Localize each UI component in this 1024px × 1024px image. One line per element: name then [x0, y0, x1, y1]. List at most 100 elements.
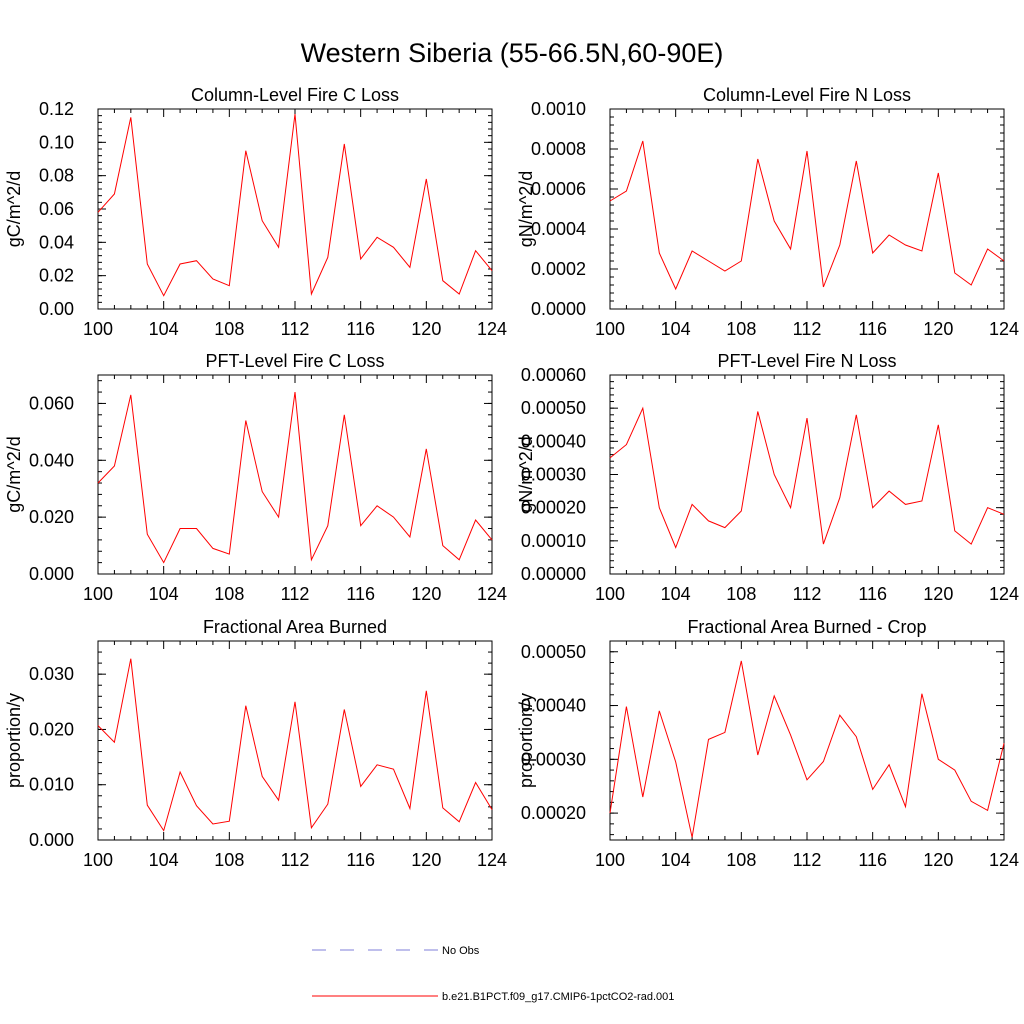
- x-tick-label: 120: [411, 319, 441, 339]
- x-tick-label: 112: [793, 850, 822, 870]
- y-axis-label: gC/m^2/d: [4, 171, 24, 247]
- x-tick-label: 100: [83, 584, 113, 604]
- x-tick-label: 100: [83, 850, 113, 870]
- x-tick-label: 124: [989, 850, 1019, 870]
- x-tick-label: 108: [726, 850, 756, 870]
- panel-title: Column-Level Fire N Loss: [703, 85, 911, 105]
- y-tick-label: 0.060: [29, 393, 74, 413]
- panel-fractional-area-burned-crop: Fractional Area Burned - Crop proportion/…: [516, 617, 1019, 870]
- panel-pft-fire-c-loss: PFT-Level Fire C Loss gC/m^2/d 100 104 108 11…: [4, 351, 507, 604]
- y-tick-label: 0.00010: [521, 531, 586, 551]
- y-tick-label: 0.12: [39, 99, 74, 119]
- x-tick-label: 100: [595, 319, 625, 339]
- x-tick-label: 112: [793, 584, 822, 604]
- y-axis-label: proportion/y: [4, 693, 24, 788]
- figure-title: Western Siberia (55-66.5N,60-90E): [301, 38, 724, 68]
- legend: No Obs b.e21.B1PCT.f09_g17.CMIP6-1pctCO2…: [312, 945, 674, 1003]
- x-tick-label: 120: [411, 850, 441, 870]
- panel-column-fire-c-loss: Column-Level Fire C Loss gC/m^2/d 100 104 10…: [4, 85, 507, 339]
- series-line: [97, 658, 493, 832]
- x-tick-label: 112: [281, 850, 310, 870]
- x-tick-label: 120: [923, 319, 953, 339]
- x-tick-label: 112: [793, 319, 822, 339]
- plot-frame: [97, 108, 493, 310]
- x-tick-label: 108: [726, 584, 756, 604]
- y-axis-label: gN/m^2/d: [516, 171, 536, 247]
- y-tick-label: 0.0002: [531, 259, 586, 279]
- x-tick-label: 112: [281, 319, 310, 339]
- x-tick-label: 116: [346, 850, 375, 870]
- panel-title: Column-Level Fire C Loss: [191, 85, 399, 105]
- legend-label-model: b.e21.B1PCT.f09_g17.CMIP6-1pctCO2-rad.00…: [442, 991, 674, 1003]
- y-tick-label: 0.04: [39, 232, 74, 252]
- y-tick-label: 0.00040: [521, 696, 586, 716]
- series-line: [609, 660, 1005, 838]
- y-tick-label: 0.06: [39, 199, 74, 219]
- y-tick-label: 0.00040: [521, 431, 586, 451]
- panel-column-fire-n-loss: Column-Level Fire N Loss gN/m^2/d 100 104 10…: [516, 85, 1019, 339]
- x-tick-label: 124: [477, 319, 507, 339]
- y-tick-label: 0.0010: [531, 99, 586, 119]
- panel-title: Fractional Area Burned - Crop: [687, 617, 926, 637]
- x-tick-label: 116: [858, 850, 887, 870]
- x-tick-label: 100: [595, 584, 625, 604]
- y-tick-label: 0.10: [39, 132, 74, 152]
- panel-title: PFT-Level Fire N Loss: [717, 351, 896, 371]
- y-tick-label: 0.020: [29, 507, 74, 527]
- y-tick-label: 0.00050: [521, 642, 586, 662]
- panels: Column-Level Fire C Loss gC/m^2/d 100 104 10…: [4, 85, 1019, 870]
- x-tick-label: 108: [726, 319, 756, 339]
- x-tick-label: 120: [923, 584, 953, 604]
- legend-label-no-obs: No Obs: [442, 945, 480, 957]
- panel-fractional-area-burned: Fractional Area Burned proportion/y 100 104…: [4, 617, 507, 870]
- x-tick-label: 120: [411, 584, 441, 604]
- y-tick-label: 0.020: [29, 719, 74, 739]
- x-tick-label: 104: [661, 584, 691, 604]
- y-tick-label: 0.00: [39, 299, 74, 319]
- y-tick-label: 0.000: [29, 830, 74, 850]
- y-tick-label: 0.0000: [531, 299, 586, 319]
- y-tick-label: 0.00050: [521, 398, 586, 418]
- x-tick-label: 104: [661, 850, 691, 870]
- plot-frame: [609, 108, 1005, 310]
- x-tick-label: 104: [661, 319, 691, 339]
- x-tick-label: 124: [989, 584, 1019, 604]
- x-tick-label: 124: [477, 850, 507, 870]
- y-tick-label: 0.02: [39, 266, 74, 286]
- plot-frame: [97, 374, 493, 575]
- x-tick-label: 120: [923, 850, 953, 870]
- y-tick-label: 0.00030: [521, 465, 586, 485]
- y-axis-label: gN/m^2/d: [516, 436, 536, 512]
- x-tick-label: 116: [346, 319, 375, 339]
- x-tick-label: 108: [214, 584, 244, 604]
- series-line: [97, 113, 493, 297]
- x-tick-label: 124: [989, 319, 1019, 339]
- x-tick-label: 108: [214, 850, 244, 870]
- y-axis-label: proportion/y: [516, 693, 536, 788]
- series-line: [609, 406, 1005, 549]
- x-tick-label: 104: [149, 850, 179, 870]
- x-tick-label: 100: [83, 319, 113, 339]
- panel-pft-fire-n-loss: PFT-Level Fire N Loss gN/m^2/d 100 104 108 11…: [516, 351, 1019, 604]
- x-tick-label: 108: [214, 319, 244, 339]
- x-tick-label: 116: [858, 319, 887, 339]
- y-tick-label: 0.040: [29, 450, 74, 470]
- y-tick-label: 0.000: [29, 564, 74, 584]
- y-tick-label: 0.030: [29, 664, 74, 684]
- y-tick-label: 0.0008: [531, 139, 586, 159]
- x-tick-label: 104: [149, 584, 179, 604]
- x-tick-label: 116: [346, 584, 375, 604]
- y-tick-label: 0.010: [29, 775, 74, 795]
- y-tick-label: 0.00060: [521, 365, 586, 385]
- y-tick-label: 0.0004: [531, 219, 586, 239]
- x-tick-label: 112: [281, 584, 310, 604]
- panel-title: PFT-Level Fire C Loss: [205, 351, 384, 371]
- x-tick-label: 124: [477, 584, 507, 604]
- series-line: [609, 140, 1005, 291]
- y-tick-label: 0.00000: [521, 564, 586, 584]
- plot-frame: [609, 374, 1005, 575]
- y-tick-label: 0.0006: [531, 179, 586, 199]
- y-tick-label: 0.00020: [521, 498, 586, 518]
- x-tick-label: 104: [149, 319, 179, 339]
